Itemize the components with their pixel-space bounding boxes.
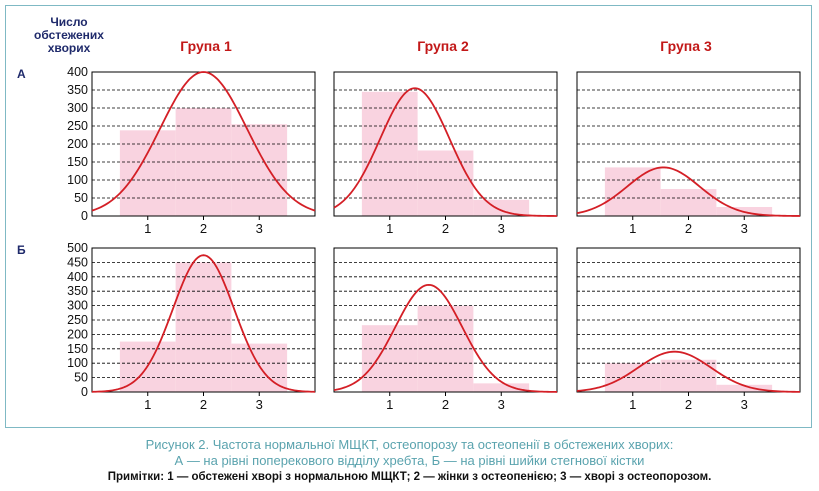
p4-ytick-label-50: 50 xyxy=(74,371,88,385)
y-axis-title: Число обстежених хворих xyxy=(34,15,104,55)
p5-xtick-label-1: 1 xyxy=(386,397,393,412)
p2-bar-2 xyxy=(417,150,474,216)
p2-normal-curve xyxy=(333,87,557,217)
p1-normal-curve xyxy=(91,71,316,212)
p6-xtick-label-1: 1 xyxy=(629,397,636,412)
figure-frame xyxy=(5,5,812,428)
p1-ytick-label-350: 350 xyxy=(67,83,88,97)
p2-bar-1 xyxy=(361,91,418,216)
p4-xtick-label-2: 2 xyxy=(200,397,207,412)
group-title-3: Група 3 xyxy=(660,38,712,54)
p4-ytick-label-100: 100 xyxy=(67,356,88,370)
p4-ytick-label-400: 400 xyxy=(67,270,88,284)
p2-xtick-label-1: 1 xyxy=(386,221,393,236)
p6-bar-3 xyxy=(716,384,773,392)
figure-caption-line2: А — на рівні поперекового відділу хребта… xyxy=(174,453,645,468)
p6-normal-curve xyxy=(576,350,801,393)
p3-xtick-label-1: 1 xyxy=(629,221,636,236)
p5-bar-3 xyxy=(473,383,530,392)
group-title-2: Група 2 xyxy=(417,38,469,54)
p1-xtick-label-2: 2 xyxy=(200,221,207,236)
p1-ytick-label-200: 200 xyxy=(67,137,88,151)
p1-ytick-label-300: 300 xyxy=(67,101,88,115)
group-title-1: Група 1 xyxy=(180,38,232,54)
p3-xtick-label-3: 3 xyxy=(741,221,748,236)
p2-xtick-label-3: 3 xyxy=(498,221,505,236)
p3-normal-curve xyxy=(576,166,801,217)
p5-xtick-label-3: 3 xyxy=(498,397,505,412)
p1-ytick-label-150: 150 xyxy=(67,155,88,169)
figure-note: Примітки: 1 — обстежені хворі з нормальн… xyxy=(107,471,712,483)
p4-ytick-label-200: 200 xyxy=(67,327,88,341)
p5-xtick-label-2: 2 xyxy=(442,397,449,412)
p5-normal-curve xyxy=(333,283,558,393)
p2-xtick-label-2: 2 xyxy=(442,221,449,236)
p1-ytick-label-400: 400 xyxy=(67,65,88,79)
p4-bar-2 xyxy=(175,262,232,392)
p2-bar-3 xyxy=(473,199,530,216)
p4-ytick-label-500: 500 xyxy=(67,241,88,255)
p4-ytick-label-450: 450 xyxy=(67,255,88,269)
p4-ytick-label-300: 300 xyxy=(67,299,88,313)
p6-xtick-label-2: 2 xyxy=(685,397,692,412)
p3-bar-1 xyxy=(604,167,661,216)
p1-ytick-label-100: 100 xyxy=(67,173,88,187)
row-label-a: А xyxy=(17,67,26,81)
p4-normal-curve xyxy=(91,254,316,393)
p1-ytick-label-50: 50 xyxy=(74,191,88,205)
p4-ytick-label-150: 150 xyxy=(67,342,88,356)
p1-bar-1 xyxy=(119,130,176,216)
p1-ytick-label-0: 0 xyxy=(81,209,88,223)
p4-xtick-label-1: 1 xyxy=(144,397,151,412)
p5-bar-1 xyxy=(361,325,418,392)
p1-bar-3 xyxy=(231,124,288,216)
p3-xtick-label-2: 2 xyxy=(685,221,692,236)
p4-ytick-label-250: 250 xyxy=(67,313,88,327)
p1-xtick-label-3: 3 xyxy=(256,221,263,236)
p1-xtick-label-1: 1 xyxy=(144,221,151,236)
row-label-b: Б xyxy=(17,243,26,257)
p6-bar-2 xyxy=(660,359,717,392)
p4-ytick-label-0: 0 xyxy=(81,385,88,399)
figure-caption-line1: Рисунок 2. Частота нормальної МЩКТ, осте… xyxy=(145,437,674,452)
p4-ytick-label-350: 350 xyxy=(67,284,88,298)
p1-ytick-label-250: 250 xyxy=(67,119,88,133)
p4-xtick-label-3: 3 xyxy=(256,397,263,412)
p6-xtick-label-3: 3 xyxy=(741,397,748,412)
